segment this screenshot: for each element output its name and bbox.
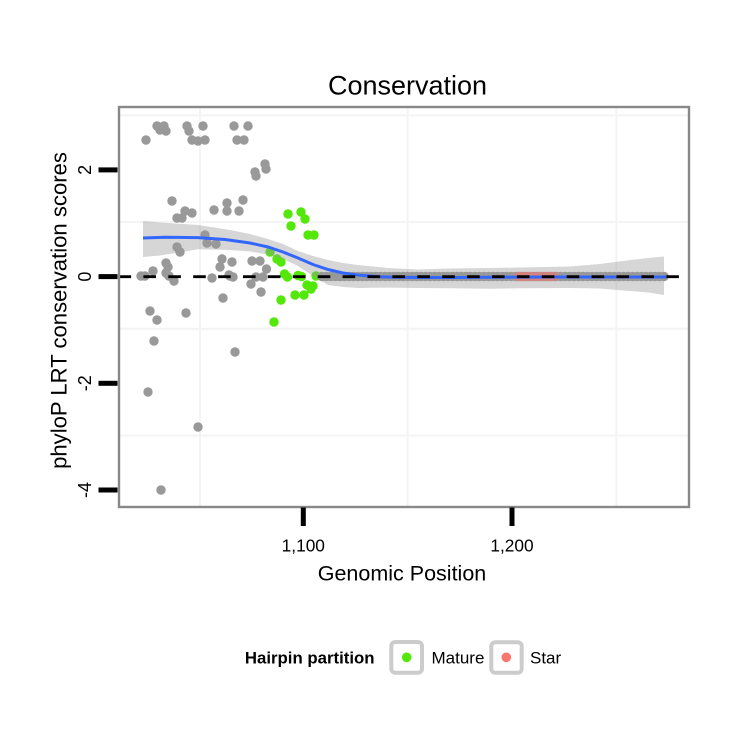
svg-text:Conservation: Conservation bbox=[328, 70, 487, 100]
svg-text:Hairpin partition: Hairpin partition bbox=[245, 648, 375, 667]
svg-text:1,100: 1,100 bbox=[282, 536, 325, 556]
svg-text:-4: -4 bbox=[75, 482, 95, 498]
svg-text:Mature: Mature bbox=[432, 648, 485, 667]
svg-text:Genomic Position: Genomic Position bbox=[318, 562, 487, 586]
svg-text:Star: Star bbox=[530, 648, 562, 667]
svg-text:-2: -2 bbox=[75, 375, 95, 391]
svg-text:1,200: 1,200 bbox=[490, 536, 533, 556]
svg-text:0: 0 bbox=[75, 272, 95, 282]
svg-text:2: 2 bbox=[75, 165, 95, 175]
svg-text:phyloP LRT conservation scores: phyloP LRT conservation scores bbox=[47, 152, 72, 469]
